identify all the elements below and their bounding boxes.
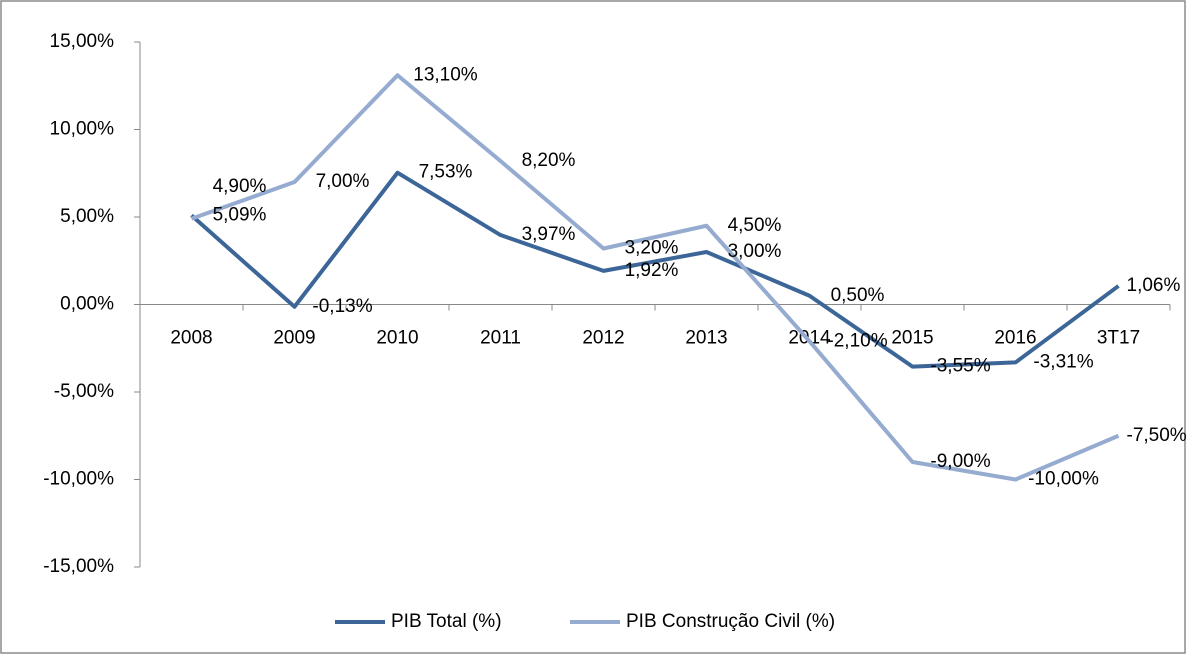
data-label: 3,00%	[728, 241, 782, 262]
legend-label: PIB Total (%)	[391, 611, 502, 632]
line-series	[190, 73, 1120, 482]
x-tick-label: 3T17	[1097, 328, 1140, 349]
x-tick-label: 2014	[788, 328, 831, 349]
y-tick-label: -5,00%	[54, 381, 114, 402]
data-label: -2,10%	[827, 330, 887, 351]
y-tick-label: -10,00%	[43, 469, 114, 490]
x-tick-label: 2013	[685, 328, 727, 349]
y-tick-label: -15,00%	[43, 556, 114, 577]
data-label: 5,09%	[213, 204, 267, 225]
data-label: 1,92%	[625, 260, 679, 281]
data-label: -0,13%	[312, 296, 372, 317]
y-tick-label: 5,00%	[60, 206, 114, 227]
y-tick-label: 0,00%	[60, 294, 114, 315]
data-label: -3,31%	[1033, 351, 1093, 372]
data-label: 7,53%	[419, 162, 473, 183]
data-label: 4,50%	[728, 215, 782, 236]
data-label: 7,00%	[316, 171, 370, 192]
data-label: 8,20%	[522, 150, 576, 171]
data-label: 3,20%	[625, 238, 679, 259]
data-label: -3,55%	[930, 356, 990, 377]
legend-label: PIB Construção Civil (%)	[626, 611, 835, 632]
data-label: 0,50%	[831, 285, 885, 306]
x-tick-label: 2011	[480, 328, 521, 349]
y-tick-label: 15,00%	[50, 31, 115, 52]
data-label: -9,00%	[930, 451, 990, 472]
data-label: 1,06%	[1127, 275, 1181, 296]
x-tick-label: 2010	[376, 328, 418, 349]
data-label: 3,97%	[522, 224, 576, 245]
x-tick-label: 2012	[582, 328, 624, 349]
data-label: 4,90%	[213, 176, 267, 197]
x-tick-label: 2015	[891, 328, 933, 349]
data-label: -10,00%	[1028, 469, 1099, 490]
x-tick-label: 2009	[273, 328, 315, 349]
x-tick-label: 2008	[170, 328, 212, 349]
data-label: 13,10%	[413, 64, 478, 85]
y-tick-label: 10,00%	[50, 119, 115, 140]
x-tick-label: 2016	[994, 328, 1036, 349]
data-label: -7,50%	[1127, 425, 1187, 446]
line-series	[190, 170, 1120, 369]
